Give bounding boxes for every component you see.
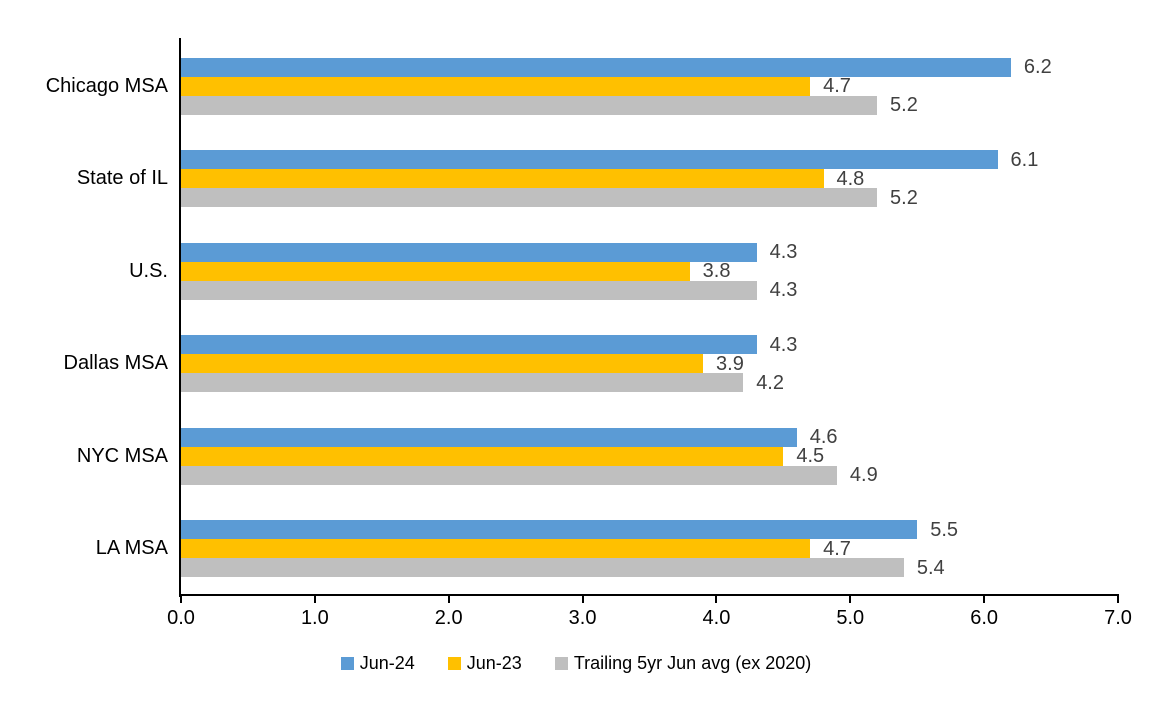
data-label: 4.6 [809,426,838,449]
category-row: 5.5 4.7 5.4 [181,503,1118,596]
legend-label: Jun-24 [359,653,415,673]
x-tick-label: 4.0 [702,607,731,629]
data-label: 4.3 [769,241,798,264]
data-label: 4.7 [823,537,851,560]
bar-track: 4.5 [181,445,1118,468]
x-tick-mark [849,596,852,603]
bar-track: 5.4 [181,556,1118,579]
data-label: 5.4 [916,556,945,579]
category-label: U.S. [129,259,168,282]
x-axis-line [179,594,1119,596]
bar [181,188,878,208]
category-label: Dallas MSA [63,352,168,375]
bar [181,446,784,466]
category-label: LA MSA [95,537,168,560]
x-tick-mark [1117,596,1119,603]
bar [181,373,744,393]
data-label: 4.7 [823,75,851,98]
bar-track: 4.7 [181,537,1118,560]
plot-area: 6.2 4.7 5.2 6.1 4.8 5.2 4.3 3.8 4.3 4.3 3.9 4.2 4.6 4… [181,40,1118,595]
bar [181,354,704,374]
category-row: 4.3 3.9 4.2 [181,318,1118,411]
x-tick-label: 5.0 [836,607,865,629]
category-label: Chicago MSA [45,74,168,97]
data-label: 5.5 [930,518,959,541]
data-label: 4.8 [836,167,865,190]
legend-label: Trailing 5yr Jun avg (ex 2020) [573,653,812,673]
y-axis-line [179,38,181,597]
bar-track: 4.7 [181,75,1118,98]
x-tick-label: 3.0 [568,607,597,629]
bar-track: 4.3 [181,279,1118,302]
x-tick-label: 6.0 [970,607,999,629]
bar-track: 5.5 [181,518,1118,541]
bar-track: 4.8 [181,167,1118,190]
x-tick-mark [983,596,986,603]
category-axis-labels: Chicago MSA State of IL U.S. Dallas MSA NYC … [0,40,168,595]
data-label: 4.9 [849,464,878,487]
x-tick-label: 2.0 [434,607,463,629]
bar-track: 5.2 [181,94,1118,117]
legend-item: Trailing 5yr Jun avg (ex 2020) [554,653,812,674]
bar-track: 6.2 [181,56,1118,79]
data-label: 6.2 [1023,56,1052,79]
bar [181,558,904,578]
bar [181,57,1011,77]
data-label: 6.1 [1010,148,1039,171]
legend: Jun-24 Jun-23 Trailing 5yr Jun avg (ex 202… [0,653,1152,674]
bar [181,465,837,485]
bar [181,335,757,355]
data-label: 3.8 [702,260,731,283]
bar [181,242,757,262]
x-tick-label: 7.0 [1104,607,1132,629]
bar-track: 5.2 [181,186,1118,209]
category-row: 4.6 4.5 4.9 [181,410,1118,503]
bar [181,280,757,300]
legend-swatch [447,657,461,670]
bar-track: 4.3 [181,241,1118,264]
bar-track: 4.9 [181,464,1118,487]
x-tick-mark [447,596,450,603]
x-tick-label: 1.0 [300,607,329,629]
legend-item: Jun-24 [340,653,415,674]
data-label: 4.3 [769,279,798,302]
x-tick-mark [180,596,182,603]
legend-label: Jun-23 [466,653,522,673]
bar-track: 3.9 [181,352,1118,375]
category-label: State of IL [76,167,168,190]
data-label: 4.5 [796,445,825,468]
bar [181,95,878,115]
bar [181,150,998,170]
bar [181,539,811,559]
x-axis-ticks: 0.0 1.0 2.0 3.0 4.0 5.0 6.0 7.0 [167,596,1132,641]
bar [181,427,797,447]
x-tick-label: 0.0 [167,607,195,629]
data-label: 5.2 [890,186,918,209]
category-row: 6.1 4.8 5.2 [181,133,1118,226]
category-row: 6.2 4.7 5.2 [181,40,1118,133]
x-tick-mark [313,596,316,603]
data-label: 4.3 [769,333,798,356]
data-label: 4.2 [756,371,784,394]
data-label: 3.9 [716,352,744,375]
bar-track: 4.3 [181,333,1118,356]
x-tick-mark [715,596,718,603]
data-label: 5.2 [890,94,918,117]
bar [181,261,690,281]
category-row: 4.3 3.8 4.3 [181,225,1118,318]
x-tick-mark [581,596,584,603]
bar [181,76,811,96]
bar-track: 4.2 [181,371,1118,394]
bar [181,169,824,189]
legend-swatch [340,657,354,670]
bar-track: 3.8 [181,260,1118,283]
legend-item: Jun-23 [447,653,522,674]
bar [181,520,918,540]
legend-swatch [554,657,568,670]
category-label: NYC MSA [76,444,168,467]
bar-track: 4.6 [181,426,1118,449]
bar-track: 6.1 [181,148,1118,171]
